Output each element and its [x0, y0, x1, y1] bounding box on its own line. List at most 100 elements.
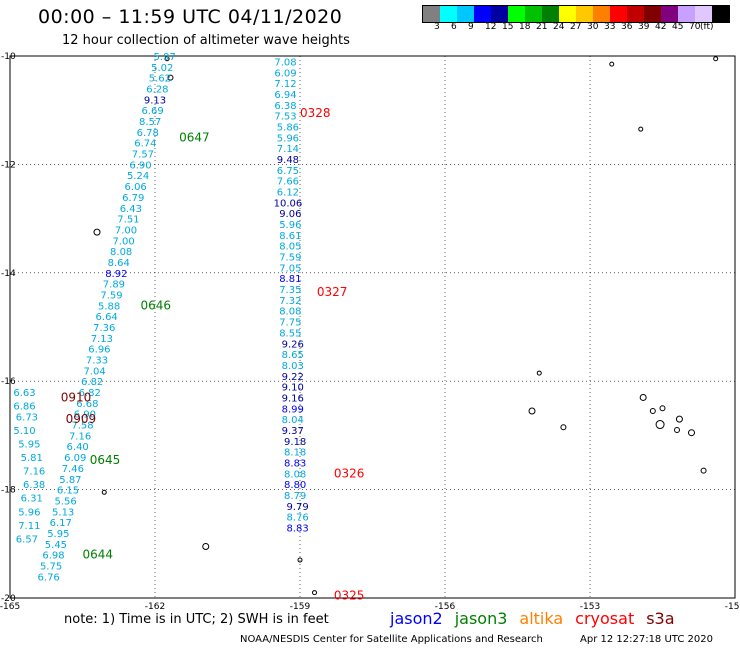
color-swatch	[661, 6, 678, 22]
wave-height-value: 7.16	[23, 467, 45, 478]
pass-time-label: 0910	[61, 390, 92, 404]
wave-height-value: 5.97	[154, 52, 176, 63]
footer-credit: NOAA/NESDIS Center for Satellite Applica…	[240, 634, 543, 645]
map-title: 00:00 – 11:59 UTC 04/11/2020	[38, 6, 343, 28]
color-scale-label: 30	[587, 22, 599, 32]
wave-height-value: 7.46	[62, 464, 84, 475]
color-swatch	[678, 6, 695, 22]
latitude-label: -10	[1, 52, 16, 62]
color-swatch	[576, 6, 593, 22]
wave-height-value: 8.83	[286, 524, 308, 535]
wave-height-value: 6.57	[16, 534, 38, 545]
wave-height-value: 6.38	[274, 101, 296, 112]
wave-height-value: 5.81	[21, 453, 43, 464]
island-coastline	[609, 61, 615, 67]
wave-height-value: 9.16	[282, 393, 304, 404]
longitude-label: -162	[145, 602, 165, 612]
wave-height-value: 9.18	[284, 437, 306, 448]
color-scale-label: 36	[621, 22, 633, 32]
wave-height-value: 7.59	[100, 290, 122, 301]
wave-height-value: 5.96	[279, 220, 301, 231]
wave-height-value: 5.87	[59, 475, 81, 486]
color-swatch	[542, 6, 559, 22]
wave-height-value: 6.63	[13, 388, 35, 399]
map-frame	[9, 55, 736, 599]
wave-height-value: 6.68	[76, 399, 98, 410]
island-coastline	[101, 489, 107, 495]
wave-height-value: 7.08	[274, 57, 296, 68]
color-swatch	[593, 6, 610, 22]
wave-height-value: 6.74	[134, 139, 156, 150]
latitude-label: -14	[1, 269, 16, 279]
island-coastline	[560, 424, 567, 431]
island-coastline	[659, 405, 666, 412]
wave-height-value: 6.90	[74, 410, 96, 421]
wave-height-value: 8.61	[279, 231, 301, 242]
wave-height-value: 8.08	[110, 247, 132, 258]
color-scale-label: 15	[502, 22, 514, 32]
wave-height-value: 6.73	[16, 412, 38, 423]
wave-height-value: 5.45	[45, 540, 67, 551]
color-scale-label: 39	[638, 22, 650, 32]
footer-timestamp: Apr 12 12:27:18 UTC 2020	[580, 634, 713, 645]
island-coastline	[675, 415, 683, 423]
color-swatch	[508, 6, 525, 22]
wave-height-value: 7.32	[279, 296, 301, 307]
wave-height-value: 6.31	[21, 494, 43, 505]
wave-height-value: 8.04	[282, 415, 304, 426]
pass-time-label: 0644	[83, 548, 114, 562]
wave-height-value: 7.35	[279, 285, 301, 296]
island-coastline	[297, 557, 303, 563]
color-scale-label: 9	[468, 22, 474, 32]
wave-height-value: 8.65	[282, 350, 304, 361]
wave-height-value: 6.94	[274, 90, 296, 101]
wave-height-value: 5.96	[18, 507, 40, 518]
wave-height-value: 7.33	[86, 356, 108, 367]
longitude-label: -150	[725, 602, 740, 612]
wave-height-value: 7.05	[279, 263, 301, 274]
wave-height-value: 5.75	[40, 561, 62, 572]
island-coastline	[312, 590, 317, 596]
wave-height-value: 6.96	[88, 345, 110, 356]
wave-height-value: 5.86	[277, 122, 299, 133]
wave-height-value: 5.13	[52, 507, 74, 518]
latitude-label: -16	[1, 377, 16, 387]
longitude-label: -165	[0, 602, 20, 612]
wave-height-value: 6.43	[120, 204, 142, 215]
wave-height-value: 7.89	[103, 280, 125, 291]
wave-height-value: 6.12	[277, 188, 299, 199]
wave-height-value: 7.00	[112, 236, 134, 247]
color-scale-label: 45	[672, 22, 684, 32]
color-scale-label: 12	[485, 22, 497, 32]
wave-height-value: 6.75	[277, 166, 299, 177]
color-scale-label: 27	[570, 22, 582, 32]
color-swatch	[644, 6, 661, 22]
pass-time-label: 0328	[300, 106, 331, 120]
color-scale-label: 42	[655, 22, 667, 32]
island-coastline	[639, 393, 647, 401]
wave-height-value: 8.76	[286, 513, 308, 524]
wave-height-value: 8.57	[139, 117, 161, 128]
wave-height-value: 6.82	[79, 388, 101, 399]
wave-height-value: 8.03	[282, 361, 304, 372]
wave-height-value: 5.62	[149, 74, 171, 85]
wave-height-value: 6.09	[64, 453, 86, 464]
color-swatch	[610, 6, 627, 22]
pass-time-label: 0646	[141, 298, 172, 312]
wave-height-value: 7.11	[18, 521, 40, 532]
color-scale-bar	[422, 5, 730, 23]
wave-height-value: 9.22	[282, 372, 304, 383]
latitude-label: -18	[1, 486, 16, 496]
color-swatch	[525, 6, 542, 22]
island-coastline	[164, 56, 170, 62]
wave-height-value: 10.06	[274, 198, 303, 209]
wave-height-value: 6.69	[141, 106, 163, 117]
pass-time-label: 0645	[90, 453, 121, 467]
pass-time-label: 0326	[334, 466, 365, 480]
color-scale-label: 18	[519, 22, 531, 32]
wave-height-value: 8.83	[284, 459, 306, 470]
pass-time-label: 0327	[317, 285, 348, 299]
pass-time-label: 0325	[334, 588, 365, 602]
wave-height-value: 7.66	[277, 177, 299, 188]
latitude-label: -20	[1, 594, 16, 604]
